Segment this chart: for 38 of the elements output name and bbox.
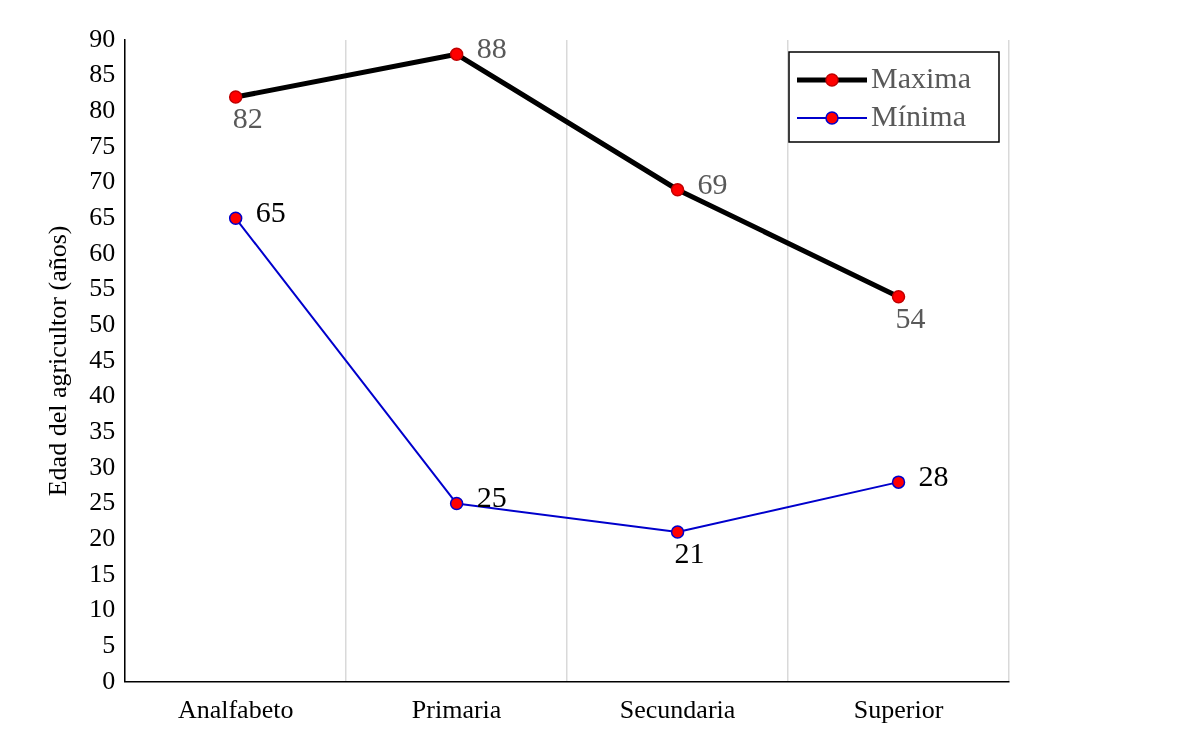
data-label: 69 xyxy=(697,166,728,200)
point xyxy=(228,211,243,226)
y-tick-label: 75 xyxy=(89,130,116,160)
point xyxy=(670,525,685,539)
x-tick-label: Secundaria xyxy=(619,695,736,725)
y-tick-label: 40 xyxy=(89,380,116,410)
x-tick-label: Analfabeto xyxy=(177,695,294,725)
data-label: 54 xyxy=(895,300,926,334)
x-tick-label: Superior xyxy=(853,695,944,725)
y-tick-label: 45 xyxy=(89,344,116,374)
data-label: 21 xyxy=(674,535,705,569)
data-label: 28 xyxy=(918,459,949,492)
data-label: 82 xyxy=(232,100,263,134)
y-tick-label: 25 xyxy=(89,487,116,517)
data-label: 65 xyxy=(255,195,286,229)
y-tick-label: 65 xyxy=(89,202,116,232)
y-tick-label: 10 xyxy=(89,594,116,624)
data-label: 25 xyxy=(476,480,507,514)
y-axis-title: Edad del agricultor (años) xyxy=(43,225,73,497)
y-tick-label: 35 xyxy=(89,416,116,446)
y-tick-label: 20 xyxy=(89,523,116,553)
y-tick-label: 60 xyxy=(89,237,116,267)
y-tick-label: 30 xyxy=(89,451,116,481)
y-tick-label: 5 xyxy=(102,629,116,659)
y-tick-label: 80 xyxy=(89,95,116,125)
y-tick-label: 15 xyxy=(89,558,116,588)
point xyxy=(891,475,906,489)
data-label: 88 xyxy=(476,31,507,65)
y-tick-label: 85 xyxy=(89,59,116,89)
y-tick-label: 70 xyxy=(89,166,116,196)
y-tick-label: 0 xyxy=(102,665,116,695)
point xyxy=(449,496,464,511)
y-tick-label: 90 xyxy=(89,23,116,53)
legend-label: Mínima xyxy=(871,98,966,132)
y-tick-label: 50 xyxy=(89,309,116,339)
legend-label: Maxima xyxy=(871,60,971,94)
x-tick-label: Primaria xyxy=(411,695,502,725)
y-tick-label: 55 xyxy=(89,273,116,303)
